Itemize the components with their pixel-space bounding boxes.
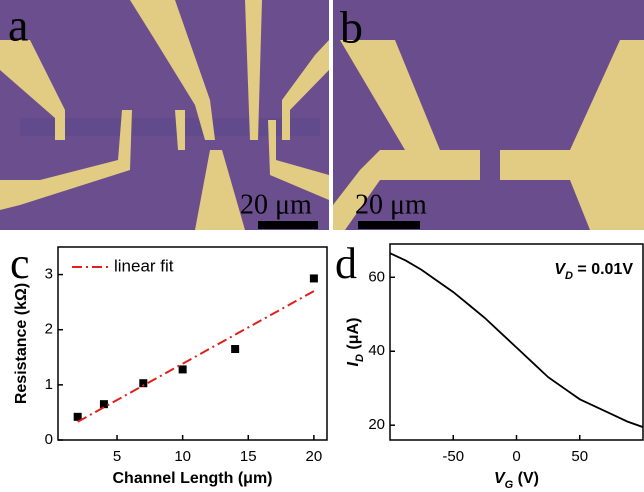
annotation-part: = 0.01V (573, 261, 633, 278)
x-tick-label: 20 (306, 448, 323, 465)
annotation-part: D (565, 270, 573, 282)
data-point (178, 365, 187, 374)
y-tick-label: 20 (368, 416, 385, 433)
scale-bar-label: 20 μm (355, 189, 427, 220)
annotation-part: V (554, 261, 566, 278)
data-point (231, 345, 240, 354)
y-axis-title-part: D (354, 354, 366, 362)
micrograph-b: b 20 μm (333, 0, 644, 230)
data-point (139, 379, 148, 388)
x-tick-label: 50 (571, 448, 588, 465)
x-axis-title: Channel Length (μm) (113, 470, 273, 487)
x-tick-label: 5 (113, 448, 121, 465)
y-tick-label: 2 (45, 321, 53, 338)
y-axis-title-part: I (345, 361, 362, 366)
x-axis-title-part: V (494, 470, 506, 487)
x-tick-label: 0 (512, 448, 520, 465)
data-point (99, 400, 108, 409)
y-tick-label: 0 (45, 431, 53, 448)
plot-frame (57, 246, 328, 441)
annotation: VD = 0.01V (554, 261, 633, 282)
panel-label: a (8, 0, 28, 51)
y-axis-title: Resistance (kΩ) (13, 283, 30, 404)
x-axis-title-part: G (505, 479, 514, 491)
x-tick-label: 10 (174, 448, 191, 465)
y-tick-label: 1 (45, 376, 53, 393)
x-axis-title: VG (V) (494, 470, 539, 491)
data-line (389, 252, 644, 428)
y-axis-title-part: (μA) (345, 318, 362, 354)
data-point (73, 412, 82, 421)
x-tick-label: 15 (240, 448, 257, 465)
data-point (309, 274, 318, 283)
y-axis-title: ID (μA) (345, 318, 366, 367)
panel-label: b (340, 2, 363, 53)
micrograph-a: a 20 μm (0, 0, 329, 230)
y-tick-label: 3 (45, 266, 53, 283)
scale-bar-label: 20 μm (240, 189, 312, 220)
panel-label: d (335, 239, 357, 288)
data-line (77, 290, 315, 423)
legend-label: linear fit (114, 256, 174, 275)
x-axis-title-part: (V) (513, 470, 539, 487)
y-tick-label: 60 (368, 268, 385, 285)
y-tick-label: 40 (368, 342, 385, 359)
panel-label: c (10, 239, 30, 288)
x-tick-label: -50 (442, 448, 464, 465)
